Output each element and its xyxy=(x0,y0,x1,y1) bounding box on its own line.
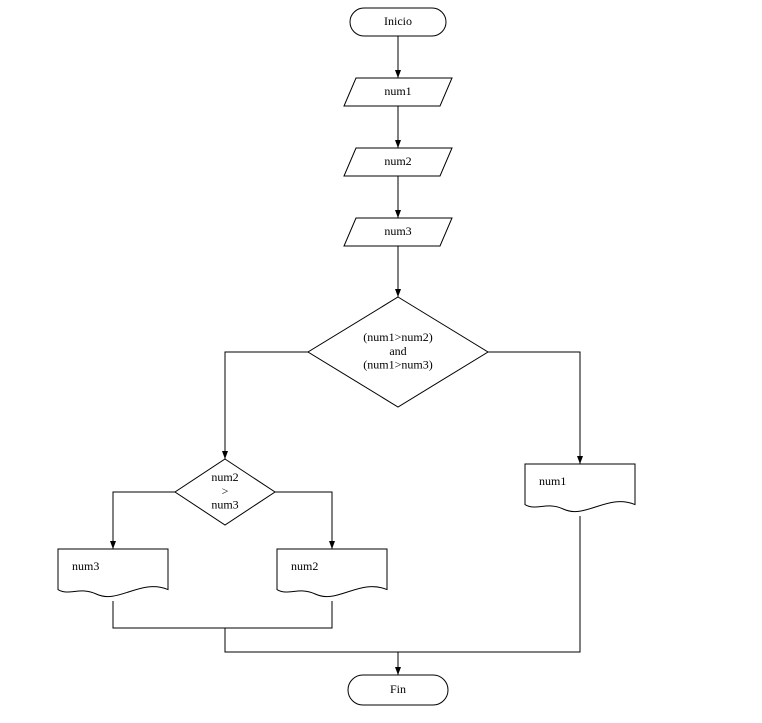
node-label: num1 xyxy=(384,84,411,98)
node-label: num3 xyxy=(384,224,411,238)
node-label: and xyxy=(389,344,406,358)
node-label: (num1>num2) xyxy=(363,330,432,344)
edge xyxy=(275,492,332,549)
edge xyxy=(113,492,175,549)
edge xyxy=(398,516,580,652)
node-label: num2 xyxy=(291,559,318,573)
node-label: num3 xyxy=(72,559,99,573)
edge xyxy=(488,352,580,464)
node-label: Fin xyxy=(390,682,406,696)
node-label: num2 xyxy=(211,470,238,484)
node-label: num1 xyxy=(539,474,566,488)
edge xyxy=(225,628,398,675)
edge xyxy=(225,601,332,628)
edge xyxy=(225,352,308,459)
node-label: num2 xyxy=(384,154,411,168)
node-label: (num1>num3) xyxy=(363,358,432,372)
edge xyxy=(113,601,225,628)
node-label: num3 xyxy=(211,498,238,512)
node-label: Inicio xyxy=(384,14,412,28)
node-label: > xyxy=(222,484,229,498)
flowchart-canvas: Inicio num1 num2 num3 (num1>num2)and(num1>nu… xyxy=(0,0,762,723)
